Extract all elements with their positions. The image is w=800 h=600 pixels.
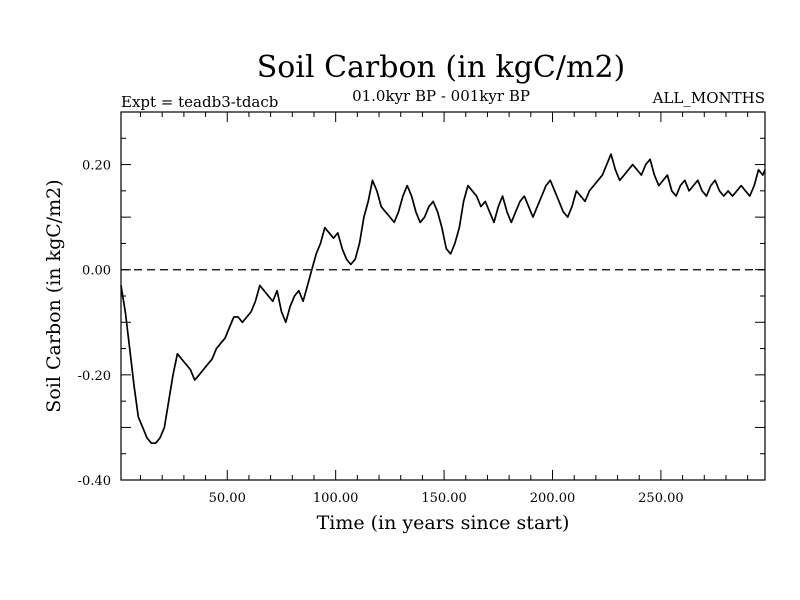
experiment-label: Expt = teadb3-tdacb: [121, 93, 278, 111]
plot-frame: [120, 111, 766, 481]
soil-carbon-series-line: [120, 153, 766, 445]
x-axis-label: Time (in years since start): [317, 512, 570, 534]
x-tick-label: 250.00: [638, 491, 684, 506]
x-axis-ticks: 50.00 100.00 150.00 200.00 250.00: [140, 112, 749, 506]
x-tick-label: 150.00: [421, 491, 467, 506]
y-axis-label: Soil Carbon (in kgC/m2): [43, 179, 65, 412]
x-tick-label: 200.00: [530, 491, 576, 506]
y-axis-ticks: 0.20 0.00 -0.20 -0.40: [78, 111, 765, 489]
months-label: ALL_MONTHS: [652, 89, 765, 107]
y-tick-label: -0.20: [78, 369, 111, 384]
x-tick-label: 100.00: [313, 491, 359, 506]
y-tick-label: -0.40: [78, 474, 111, 489]
chart-title: Soil Carbon (in kgC/m2): [257, 50, 625, 85]
y-tick-label: 0.20: [82, 159, 111, 174]
x-tick-label: 50.00: [209, 491, 246, 506]
y-tick-label: 0.00: [82, 264, 111, 279]
time-range-label: 01.0kyr BP - 001kyr BP: [352, 87, 530, 105]
